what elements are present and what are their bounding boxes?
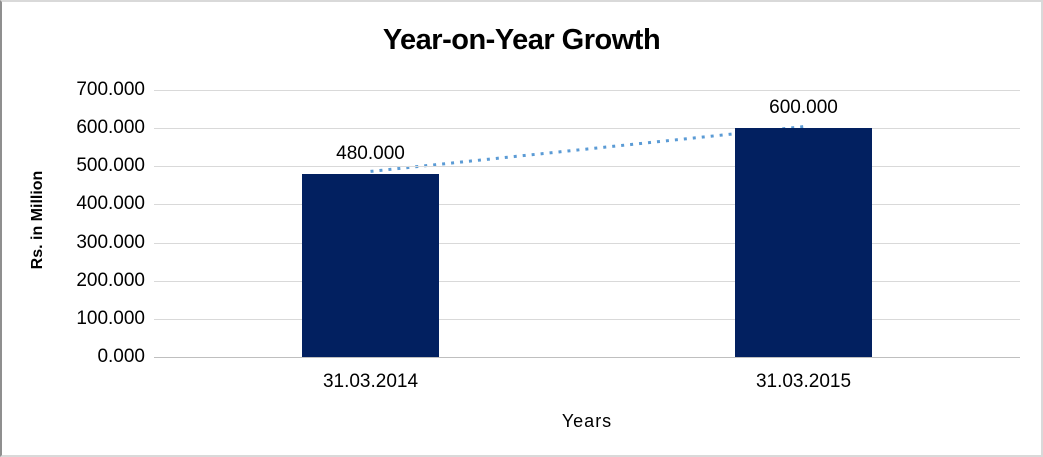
y-tick-label: 200.000 [76,269,145,291]
gridline [154,128,1020,130]
y-tick-label: 700.000 [76,79,145,100]
gridline [154,166,1020,168]
bar [302,173,439,357]
gridline [154,242,1020,244]
chart-title: Year-on-Year Growth [382,24,661,56]
gridline [154,90,1020,91]
bar-value-label: 600.000 [769,97,838,119]
y-tick-label: 500.000 [76,155,145,177]
trendline [370,125,804,173]
x-tick-label: 31.03.2015 [755,371,852,392]
gridline [154,204,1020,206]
gridline [154,318,1020,320]
y-axis-title: Rs. in Million [29,170,46,270]
bar [735,128,872,357]
x-tick-label: 31.03.2014 [322,371,419,392]
gridline [154,280,1020,282]
bar-value-label: 480.000 [336,142,405,164]
y-tick-label: 600.000 [76,117,145,139]
x-axis-title: Years [561,411,613,431]
y-tick-label: 100.000 [76,307,145,329]
x-axis-line [154,357,1020,358]
y-tick-label: 300.000 [76,231,145,253]
plot-area [154,90,1020,358]
y-tick-label: 0.000 [97,346,145,367]
y-tick-label: 400.000 [76,193,145,215]
